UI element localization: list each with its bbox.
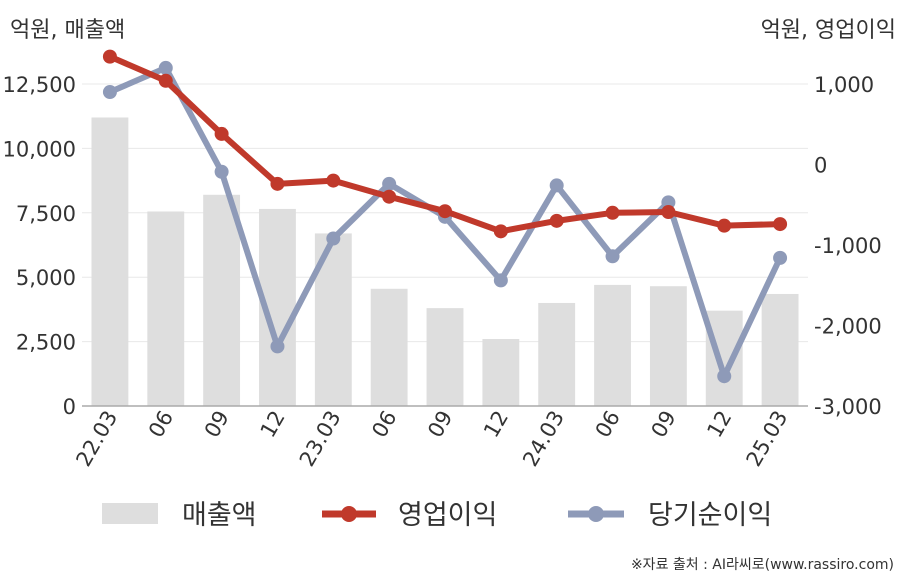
revenue-bar: [91, 117, 129, 406]
revenue-bar: [538, 302, 576, 406]
left-axis-ticks: 0 2,500 5,000 7,500 10,000 12,500: [3, 73, 76, 419]
operating-profit-point: [270, 176, 285, 191]
net-income-point: [214, 164, 229, 179]
x-tick-label: 24.03: [518, 407, 569, 471]
left-axis-unit: 억원, 매출액: [10, 18, 126, 43]
x-tick-label: 09: [647, 407, 681, 442]
revenue-bar: [594, 284, 631, 406]
operating-profit-point: [382, 189, 397, 204]
net-income-point: [773, 250, 788, 265]
x-tick-label: 06: [591, 407, 625, 442]
x-tick-label: 12: [256, 407, 290, 442]
revenue-bar: [370, 288, 408, 406]
net-income-point: [549, 178, 564, 193]
revenue-bar: [761, 293, 799, 406]
net-income-point: [270, 339, 285, 354]
x-axis-ticks: 22.03 06 09 12 23.03 06 09 12 24.03 06 09 12 25.03: [71, 407, 792, 471]
revenue-bar: [649, 286, 687, 406]
net-income-point: [661, 195, 676, 210]
net-income-point: [158, 60, 173, 75]
x-tick-label: 25.03: [742, 407, 793, 471]
left-tick-label: 5,000: [16, 266, 76, 290]
revenue-bar: [482, 339, 520, 406]
left-tick-label: 0: [63, 395, 76, 419]
profit-lines: [102, 49, 788, 384]
legend: 매출액 영업이익 당기순이익: [102, 500, 772, 531]
source-note: ※자료 출처 : AI라씨로(www.rassiro.com): [630, 557, 894, 573]
operating-profit-point: [661, 204, 676, 219]
operating-profit-point: [438, 204, 452, 219]
x-tick-label: 12: [479, 407, 513, 442]
revenue-bar: [426, 308, 464, 406]
right-axis-ticks: -3,000 -2,000 -1,000 0 1,000: [814, 73, 882, 419]
operating-profit-point: [493, 224, 508, 239]
x-tick-label: 09: [200, 407, 234, 442]
x-tick-label: 06: [144, 407, 178, 442]
operating-profit-point: [605, 205, 620, 220]
x-tick-label: 22.03: [71, 407, 122, 471]
revenue-bar: [203, 194, 241, 406]
right-tick-label: -1,000: [814, 234, 882, 258]
left-tick-label: 12,500: [3, 73, 76, 97]
legend-swatch-revenue: [102, 503, 158, 524]
right-tick-label: 1,000: [814, 73, 874, 97]
operating-profit-point: [549, 213, 564, 228]
net-income-point: [102, 85, 117, 100]
right-axis-unit: 억원, 영업이익: [760, 18, 896, 43]
x-tick-label: 23.03: [295, 407, 346, 471]
net-income-point: [326, 231, 341, 246]
net-income-point: [382, 176, 397, 191]
legend-label-net-income: 당기순이익: [648, 500, 772, 531]
operating-profit-point: [158, 73, 173, 88]
net-income-point: [605, 249, 620, 264]
revenue-bar: [705, 310, 743, 406]
operating-profit-point: [773, 217, 788, 232]
left-tick-label: 10,000: [3, 137, 76, 161]
operating-profit-point: [102, 49, 117, 64]
legend-label-revenue: 매출액: [182, 500, 257, 531]
operating-profit-point: [326, 173, 341, 188]
operating-profit-point: [717, 218, 732, 233]
right-tick-label: -2,000: [814, 315, 882, 339]
right-tick-label: -3,000: [814, 395, 882, 419]
legend-label-operating-profit: 영업이익: [398, 500, 497, 531]
net-income-point: [493, 273, 508, 288]
x-tick-label: 09: [423, 407, 457, 442]
x-tick-label: 12: [702, 407, 736, 442]
revenue-bars: [91, 117, 799, 406]
revenue-bar: [147, 211, 185, 406]
legend-marker-net-income: [588, 506, 604, 522]
net-income-point: [717, 369, 732, 384]
x-tick-label: 06: [367, 407, 401, 442]
left-tick-label: 7,500: [16, 202, 76, 226]
left-tick-label: 2,500: [16, 331, 76, 355]
legend-marker-operating-profit: [341, 506, 357, 522]
operating-profit-point: [214, 126, 229, 141]
right-tick-label: 0: [814, 154, 827, 178]
